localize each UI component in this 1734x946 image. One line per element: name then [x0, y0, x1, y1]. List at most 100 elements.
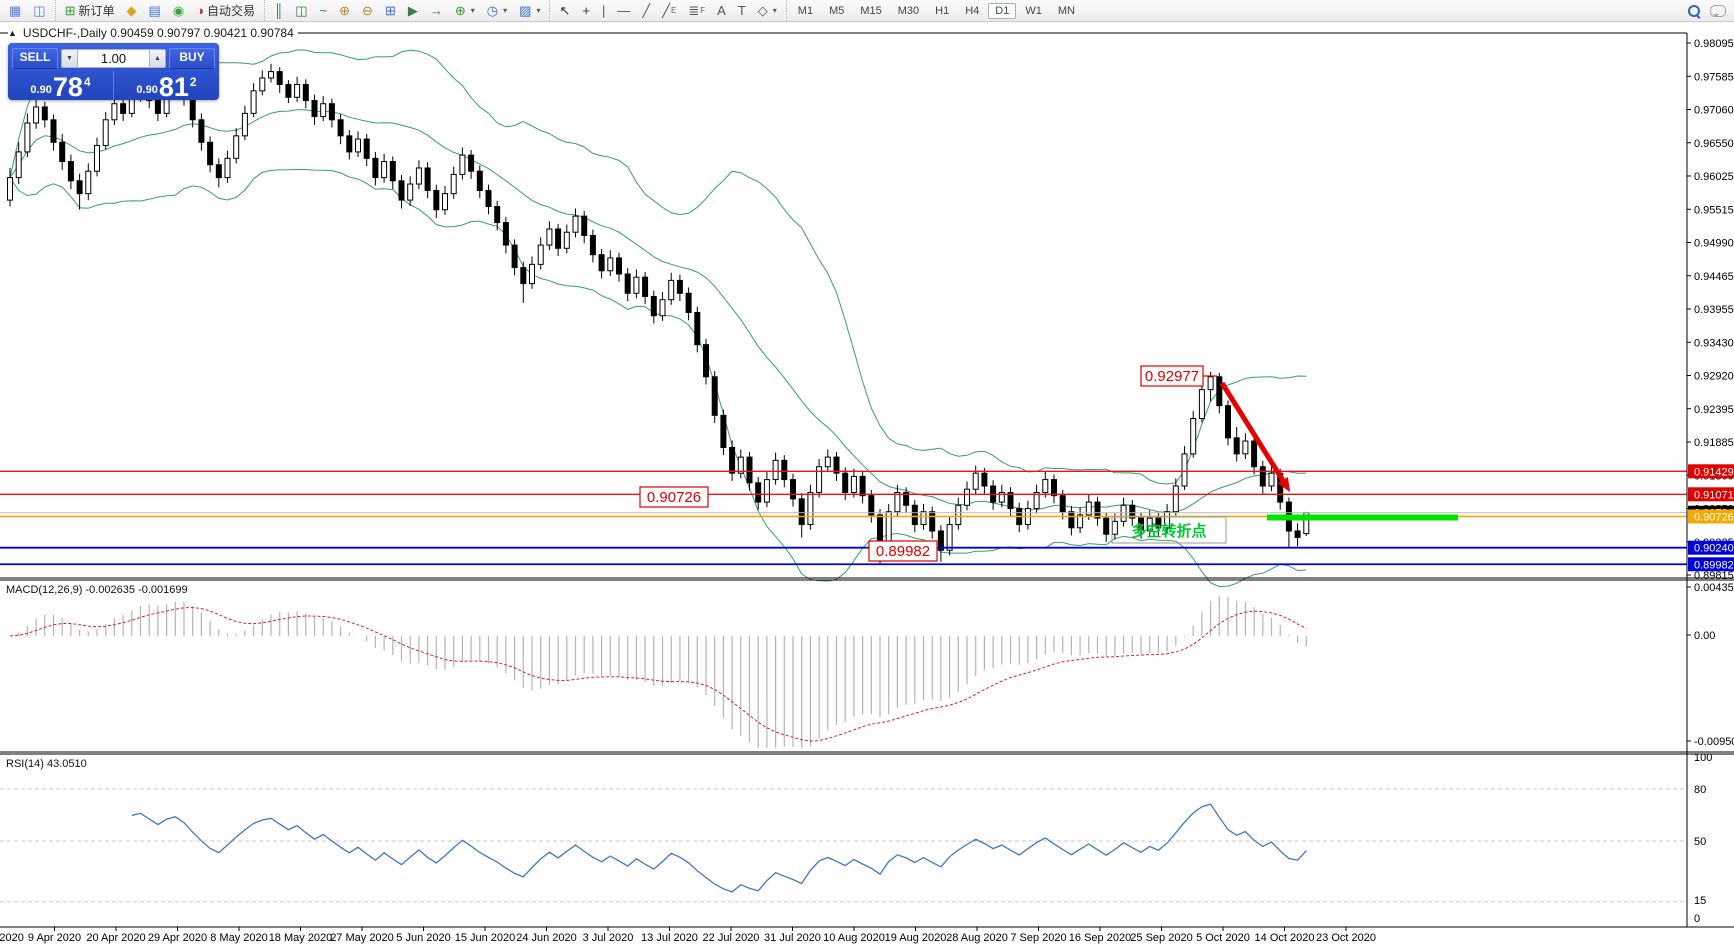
candle-body	[268, 71, 274, 79]
new-order-button[interactable]: ⊞ 新订单	[60, 0, 120, 21]
turning-point-box[interactable]	[1111, 516, 1227, 544]
equidistant-channel-button[interactable]: ╱ E	[657, 2, 681, 19]
timeframe-m30-button[interactable]: M30	[897, 4, 920, 17]
zoom-in-button[interactable]: ⊕	[334, 2, 355, 19]
candle-body	[459, 154, 466, 175]
autotrading-button[interactable]: ◑ 自动交易	[191, 0, 260, 21]
level-price-badge	[1688, 540, 1734, 555]
price-tick-label: 0.92920	[1694, 371, 1734, 383]
date-tick-label: 27 May 2020	[330, 932, 394, 944]
candle-body	[859, 475, 866, 497]
indicators-add-button[interactable]: ⊕ ▾	[450, 2, 480, 19]
new-order-icon: ⊞	[64, 3, 76, 18]
arrow-objects-button[interactable]: ◇ ▾	[753, 2, 782, 19]
candle-body	[198, 119, 205, 143]
bar-chart-button[interactable]: ║	[269, 2, 288, 19]
candle-body	[415, 167, 422, 185]
timeframe-d1-button[interactable]: D1	[988, 2, 1017, 19]
equidistant-channel-icon: ╱	[662, 3, 670, 18]
chart-shift-button[interactable]: →	[425, 2, 448, 19]
macd-axis[interactable]: 0.004351 0.00 -0.009504	[1687, 582, 1734, 748]
date-tick-label: 3 Jul 2020	[583, 932, 634, 944]
timeframe-m1-button[interactable]: M1	[797, 4, 814, 17]
candle-body	[1268, 472, 1275, 487]
candle-body	[241, 112, 248, 137]
zoom-out-button[interactable]: ⊖	[357, 2, 378, 19]
candle-body	[676, 279, 683, 294]
rsi-axis[interactable]: 100 80 50 15 0	[1694, 752, 1712, 925]
tile-windows-icon: ⊞	[384, 3, 396, 18]
text-button[interactable]: A	[712, 2, 731, 19]
timeframe-h4-button[interactable]: H4	[965, 4, 980, 17]
candle-body	[581, 215, 588, 236]
market-watch-button[interactable]: ◫	[28, 2, 50, 19]
trendline-button[interactable]: ╱	[637, 2, 655, 19]
volume-decrease-button[interactable]: ▼	[61, 48, 78, 68]
buy-price[interactable]: 0.90 81 2	[114, 71, 219, 101]
fibonacci-icon: ≣	[688, 3, 700, 18]
sell-price[interactable]: 0.90 78 4	[8, 71, 114, 101]
sell-button[interactable]: SELL	[12, 47, 58, 69]
candle-body	[442, 193, 448, 211]
timeframe-w1-button[interactable]: W1	[1025, 4, 1042, 17]
timeframe-m5-button[interactable]: M5	[829, 4, 845, 17]
chart-annotations[interactable]: 0.92977 0.90726 0.89982 多空转折点	[639, 365, 1458, 562]
candle-body	[537, 244, 544, 265]
vertical-line-button[interactable]: |	[597, 2, 610, 19]
volume-increase-button[interactable]: ▲	[149, 48, 166, 68]
collapse-trading-panel-icon[interactable]: ▲	[8, 28, 17, 38]
candle-body	[955, 504, 962, 526]
terminal-button[interactable]: ▤	[144, 2, 166, 19]
date-tick-label: 28 Aug 2020	[946, 932, 1008, 944]
toolbar: ▦ ◫ ⊞ 新订单 ◆ ▤ ◉ ◑ 自动交易 ║ ◫ ~ ⊕ ⊖ ⊞ ▶ → ⊕ ▾ ◷ ▾ ▨ ▾ ↖ + | — ╱ ╱ E ≣ F A T ◇…	[0, 0, 1734, 22]
fibonacci-button[interactable]: ≣ F	[683, 2, 710, 19]
periods-button[interactable]: ◷ ▾	[482, 2, 512, 19]
candlestick-button[interactable]: ◫	[290, 2, 312, 19]
buy-button[interactable]: BUY	[169, 47, 215, 69]
timeframe-m15-button[interactable]: M15	[860, 4, 882, 17]
symbol-ohlc-text: USDCHF-,Daily 0.90459 0.90797 0.90421 0.…	[22, 26, 294, 40]
macd-tick-label: 0.00	[1694, 630, 1715, 642]
candle-body	[529, 263, 535, 285]
candle-body	[259, 77, 266, 92]
candle-body	[85, 170, 92, 195]
crosshair-button[interactable]: +	[577, 2, 595, 19]
timeframe-h1-button[interactable]: H1	[935, 4, 950, 17]
chat-icon[interactable]	[1710, 4, 1726, 17]
signals-button[interactable]: ◉	[168, 2, 189, 19]
trend-arrow-head	[1277, 477, 1291, 493]
level-lines[interactable]	[0, 470, 1687, 566]
price-axis[interactable]: 0.98095 0.97585 0.97060 0.96550 0.96025 0.955…	[1687, 38, 1734, 582]
search-icon[interactable]	[1688, 4, 1700, 17]
low-price-label-box[interactable]	[868, 540, 938, 562]
text-label-button[interactable]: T	[733, 2, 751, 19]
new-window-button[interactable]: ▦	[4, 2, 26, 19]
candle-body	[337, 119, 344, 137]
candle-body	[433, 189, 440, 211]
toolbar-group: ↖ + | — ╱ ╱ E ≣ F A T ◇ ▾	[549, 0, 785, 21]
tile-windows-button[interactable]: ⊞	[380, 2, 401, 19]
horizontal-line-button[interactable]: —	[612, 2, 635, 19]
sell-price-sup: 4	[83, 75, 91, 89]
candle-body	[485, 189, 492, 208]
price-tick-label: 0.89815	[1694, 570, 1734, 582]
volume-input[interactable]: 1.00	[78, 48, 149, 68]
support-price-label-text: 0.90726	[647, 489, 701, 506]
line-chart-button[interactable]: ~	[315, 2, 333, 19]
cursor-button[interactable]: ↖	[554, 2, 575, 19]
chart-shift-icon: →	[429, 3, 443, 18]
level-price-badge	[1688, 509, 1734, 524]
rsi-tick-label: 50	[1694, 836, 1706, 848]
low-price-label-text: 0.89982	[876, 543, 930, 560]
timeframe-mn-button[interactable]: MN	[1057, 4, 1075, 17]
candle-body	[363, 138, 370, 159]
templates-button[interactable]: ▨ ▾	[514, 2, 545, 19]
level-price-label: 0.91429	[1694, 466, 1734, 478]
trend-arrow-line[interactable]	[1219, 381, 1286, 484]
support-price-label-box[interactable]	[639, 486, 709, 508]
auto-scroll-button[interactable]: ▶	[403, 2, 423, 19]
candle-body	[998, 491, 1005, 503]
metaeditor-button[interactable]: ◆	[122, 2, 142, 19]
